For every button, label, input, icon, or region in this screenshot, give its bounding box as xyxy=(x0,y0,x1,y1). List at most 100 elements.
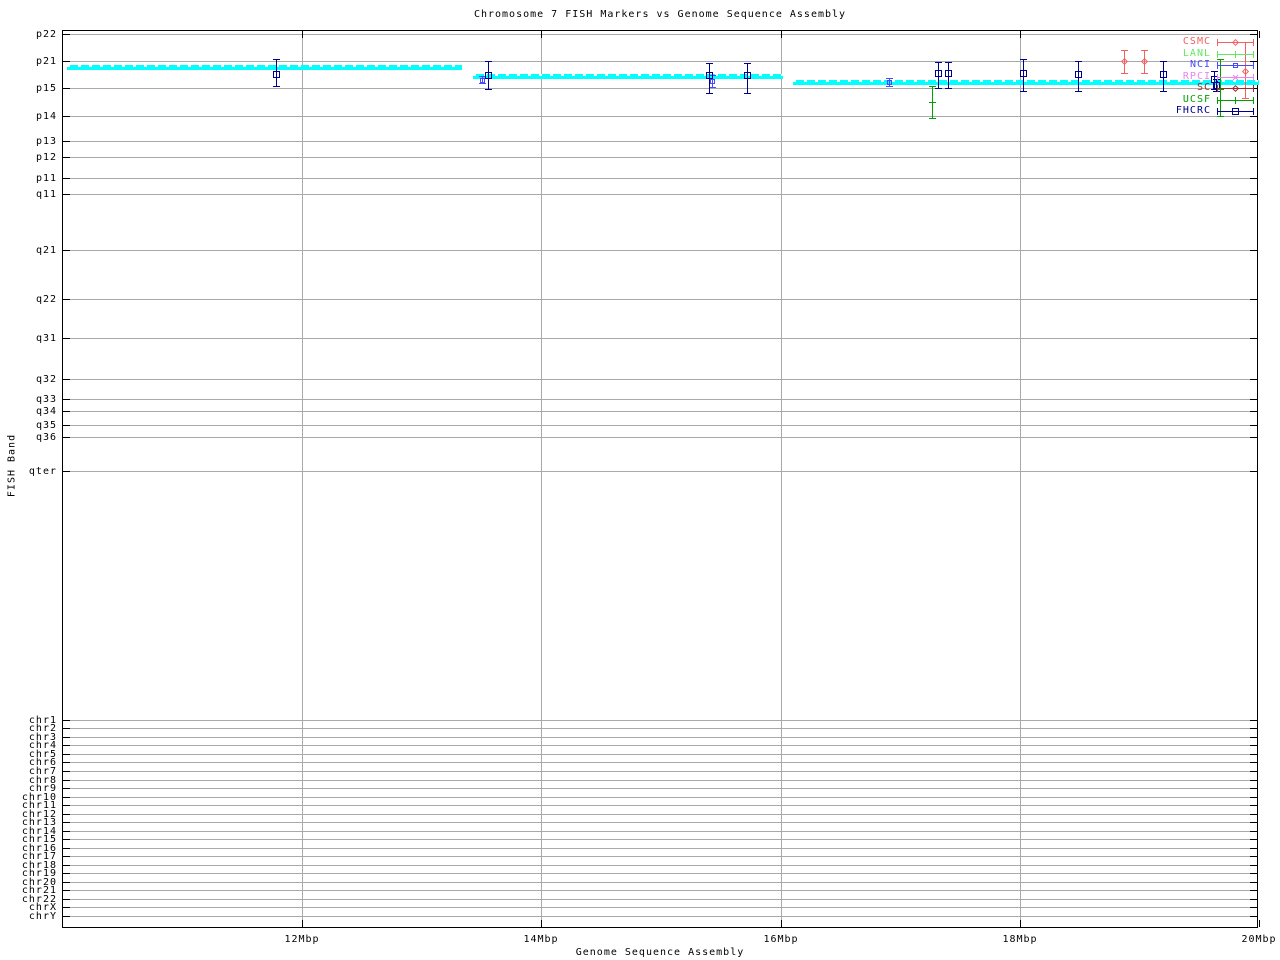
y-tick-label: p22 xyxy=(35,29,57,40)
error-bar-FHCRC xyxy=(1078,61,1079,91)
y-tick-label: q35 xyxy=(35,420,57,431)
y-tick-left xyxy=(63,771,70,772)
error-cap xyxy=(1160,91,1167,92)
chart-title: Chromosome 7 FISH Markers vs Genome Sequ… xyxy=(473,9,847,20)
y-tick-left xyxy=(63,873,70,874)
marker-bar-v xyxy=(932,99,933,106)
y-gridline xyxy=(63,411,1257,412)
x-tick-bottom xyxy=(781,920,782,927)
marker-bar-v xyxy=(1220,86,1221,93)
y-tick-label: q36 xyxy=(35,432,57,443)
legend-sample-FHCRC xyxy=(1217,111,1254,112)
y-tick-right xyxy=(1250,839,1257,840)
y-tick-right xyxy=(1250,865,1257,866)
y-tick-left xyxy=(63,157,70,158)
y-gridline xyxy=(63,194,1257,195)
y-gridline xyxy=(63,728,1257,729)
error-cap xyxy=(1121,73,1128,74)
y-gridline xyxy=(63,141,1257,142)
error-bar-CSMC xyxy=(1245,42,1246,98)
marker-plus-LANL xyxy=(1232,51,1239,58)
y-tick-left xyxy=(63,762,70,763)
y-tick-left xyxy=(63,116,70,117)
y-tick-right xyxy=(1250,856,1257,857)
y-tick-label: chr20 xyxy=(21,877,57,888)
error-cap xyxy=(1020,91,1027,92)
y-tick-label: chr19 xyxy=(21,868,57,879)
y-tick-left xyxy=(63,780,70,781)
y-tick-label: chr16 xyxy=(21,843,57,854)
y-tick-left xyxy=(63,890,70,891)
error-bar-FHCRC xyxy=(938,62,939,88)
x-tick-bottom xyxy=(302,920,303,927)
legend-cap xyxy=(1217,108,1218,115)
y-tick-left xyxy=(63,848,70,849)
y-tick-label: chr6 xyxy=(28,757,57,768)
y-tick-right xyxy=(1250,916,1257,917)
plot-area: p22 p21 p15 p14 p13 p12 p11 q11 q21 q22 q31 q32 q33 q… xyxy=(22,30,1276,946)
y-gridline xyxy=(63,399,1257,400)
y-tick-label: chr14 xyxy=(21,826,57,837)
x-tick-bottom xyxy=(1020,920,1021,927)
legend-label-SC: SC xyxy=(1196,82,1211,93)
x-gridline xyxy=(302,31,303,927)
y-tick-label: chr2 xyxy=(28,723,57,734)
y-tick-left xyxy=(63,907,70,908)
y-tick-left xyxy=(63,865,70,866)
y-tick-label: chr17 xyxy=(21,851,57,862)
legend-sample-SC xyxy=(1217,88,1254,89)
error-cap xyxy=(929,118,936,119)
y-gridline xyxy=(63,178,1257,179)
marker-square-FHCRC xyxy=(485,72,492,79)
error-cap xyxy=(945,62,952,63)
error-bar-FHCRC xyxy=(1216,79,1217,91)
y-tick-label: chr15 xyxy=(21,834,57,845)
y-gridline xyxy=(63,437,1257,438)
y-tick-left xyxy=(63,437,70,438)
y-gridline xyxy=(63,882,1257,883)
error-cap xyxy=(1242,98,1249,99)
y-tick-left xyxy=(63,839,70,840)
y-tick-right xyxy=(1250,437,1257,438)
y-tick-right xyxy=(1250,762,1257,763)
marker-diamond-CSMC xyxy=(1231,38,1240,47)
error-cap xyxy=(886,86,893,87)
error-bar-FHCRC xyxy=(276,59,277,86)
legend-label-FHCRC: FHCRC xyxy=(1175,105,1211,116)
marker-square-NCI xyxy=(710,79,715,84)
y-tick-label: p11 xyxy=(35,173,57,184)
y-gridline xyxy=(63,116,1257,117)
y-tick-label: chr10 xyxy=(21,792,57,803)
y-tick-left xyxy=(63,379,70,380)
error-cap xyxy=(1141,50,1148,51)
y-gridline xyxy=(63,831,1257,832)
error-cap xyxy=(1213,79,1220,80)
y-tick-left xyxy=(63,720,70,721)
error-cap xyxy=(1020,59,1027,60)
y-tick-label: chr4 xyxy=(28,740,57,751)
y-tick-label: chr3 xyxy=(28,732,57,743)
legend-cap xyxy=(1253,74,1254,81)
y-tick-right xyxy=(1250,116,1257,117)
error-cap xyxy=(709,87,716,88)
y-tick-right xyxy=(1250,754,1257,755)
y-gridline xyxy=(63,839,1257,840)
error-cap xyxy=(1217,116,1224,117)
y-tick-right xyxy=(1250,831,1257,832)
y-tick-left xyxy=(63,788,70,789)
y-tick-label: chrX xyxy=(28,902,57,913)
marker-square-NCI xyxy=(480,78,485,83)
y-tick-left xyxy=(63,797,70,798)
y-gridline xyxy=(63,471,1257,472)
y-tick-label: qter xyxy=(28,466,57,477)
y-gridline xyxy=(63,379,1257,380)
legend-cap xyxy=(1217,39,1218,46)
error-cap xyxy=(485,89,492,90)
x-tick-bottom xyxy=(1259,920,1260,927)
marker-square-FHCRC xyxy=(1213,82,1220,89)
y-tick-left xyxy=(63,805,70,806)
y-tick-right xyxy=(1250,338,1257,339)
y-gridline xyxy=(63,754,1257,755)
y-tick-right xyxy=(1250,61,1257,62)
y-tick-label: chr8 xyxy=(28,775,57,786)
